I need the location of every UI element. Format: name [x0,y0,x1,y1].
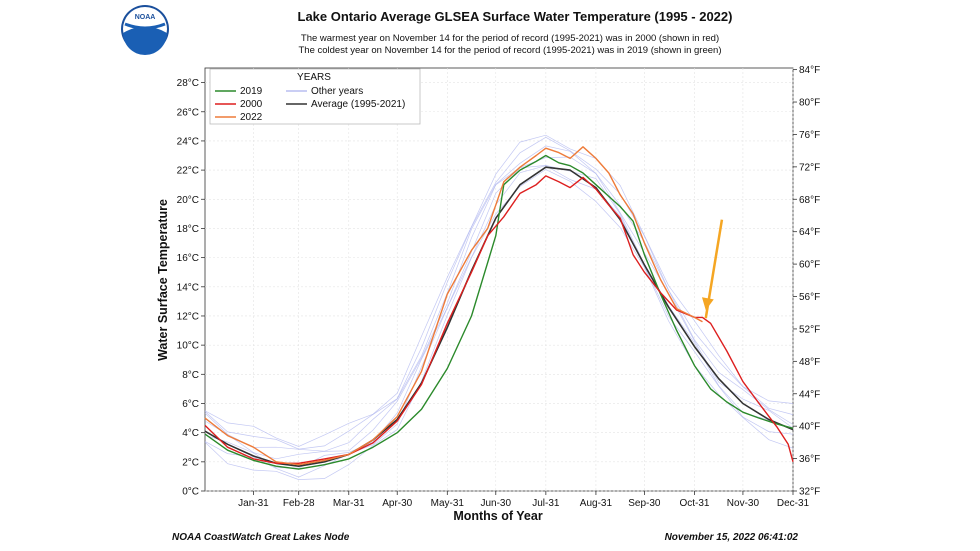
footer-timestamp: November 15, 2022 06:41:02 [665,532,799,543]
y-tick-label: 6°C [182,399,199,410]
y2-tick-label: 64°F [799,227,820,238]
x-tick-label: Nov-30 [727,498,760,509]
y2-tick-label: 56°F [799,292,820,303]
legend-item-2022: 2022 [215,112,263,123]
x-axis-label: Months of Year [453,509,543,523]
y-tick-label: 8°C [182,370,199,381]
noaa-logo-icon: NOAA [121,5,169,55]
legend-item-2000: 2000 [215,99,263,110]
y-tick-label: 26°C [177,107,199,118]
y2-tick-label: 76°F [799,130,820,141]
x-tick-label: Dec-31 [777,498,810,509]
y2-tick-label: 48°F [799,357,820,368]
series-line-average-1995-2021- [204,166,794,467]
legend: YEARS 2019 2000 2022 Other years Average… [209,68,421,125]
series-line-2022 [204,146,703,466]
y-tick-label: 12°C [177,311,199,322]
y-tick-label: 18°C [177,224,199,235]
y-axis-right: 32°F 36°F 40°F 44°F 48°F 52°F 56°F 60°F 64°F 68°F… [793,65,820,498]
y2-tick-label: 40°F [799,422,820,433]
y2-tick-label: 44°F [799,389,820,400]
legend-item-2019: 2019 [215,86,263,97]
series-line-other-years [204,165,794,469]
y-tick-label: 0°C [182,487,199,498]
chart-subtitle-2: The coldest year on November 14 for the … [299,45,722,56]
y-tick-label: 16°C [177,253,199,264]
y2-tick-label: 80°F [799,98,820,109]
y2-tick-label: 60°F [799,260,820,271]
legend-label-other-years: Other years [311,86,363,97]
x-tick-label: Feb-28 [283,498,315,509]
x-axis: Jan-31 Feb-28 Mar-31 Apr-30 May-31 Jun-30 Jul-… [238,491,810,509]
y-axis-label: Water Surface Temperature [156,199,170,361]
y-axis-left: 0°C 2°C 4°C 6°C 8°C 10°C 12°C 14°C 16°C 18°C 20°C 2… [177,78,205,498]
x-tick-label: Jan-31 [238,498,269,509]
series-line-other-years [204,136,794,450]
legend-label-2000: 2000 [240,99,263,110]
y-tick-label: 14°C [177,282,199,293]
y2-tick-label: 52°F [799,324,820,335]
y2-tick-label: 32°F [799,487,820,498]
x-tick-label: May-31 [431,498,465,509]
x-tick-label: Apr-30 [382,498,412,509]
y2-tick-label: 72°F [799,162,820,173]
x-tick-label: Jun-30 [480,498,511,509]
annotation-arrow [701,219,724,319]
series-layer [204,134,794,480]
y-tick-label: 24°C [177,136,199,147]
chart-subtitle-1: The warmest year on November 14 for the … [301,33,719,44]
series-line-2019 [204,154,794,470]
x-tick-label: Oct-31 [679,498,709,509]
legend-item-other-years: Other years [286,86,363,97]
y-tick-label: 22°C [177,166,199,177]
footer-source: NOAA CoastWatch Great Lakes Node [172,532,350,543]
y-tick-label: 28°C [177,78,199,89]
legend-title: YEARS [297,72,331,83]
logo-text: NOAA [135,14,156,21]
legend-item-average: Average (1995-2021) [286,99,405,110]
y2-tick-label: 84°F [799,65,820,76]
plot-area [204,67,794,492]
y-tick-label: 10°C [177,341,199,352]
x-tick-label: Sep-30 [628,498,661,509]
y-tick-label: 4°C [182,428,199,439]
y2-tick-label: 68°F [799,195,820,206]
x-tick-label: Mar-31 [333,498,365,509]
x-tick-label: Aug-31 [580,498,613,509]
series-line-other-years [204,134,794,447]
legend-label-2022: 2022 [240,112,263,123]
legend-label-average: Average (1995-2021) [311,99,405,110]
y-tick-label: 2°C [182,457,199,468]
legend-box [209,68,421,125]
legend-label-2019: 2019 [240,86,263,97]
chart-title: Lake Ontario Average GLSEA Surface Water… [298,9,733,24]
y2-tick-label: 36°F [799,454,820,465]
y-tick-label: 20°C [177,195,199,206]
arrow-head [701,297,714,311]
x-tick-label: Jul-31 [532,498,560,509]
